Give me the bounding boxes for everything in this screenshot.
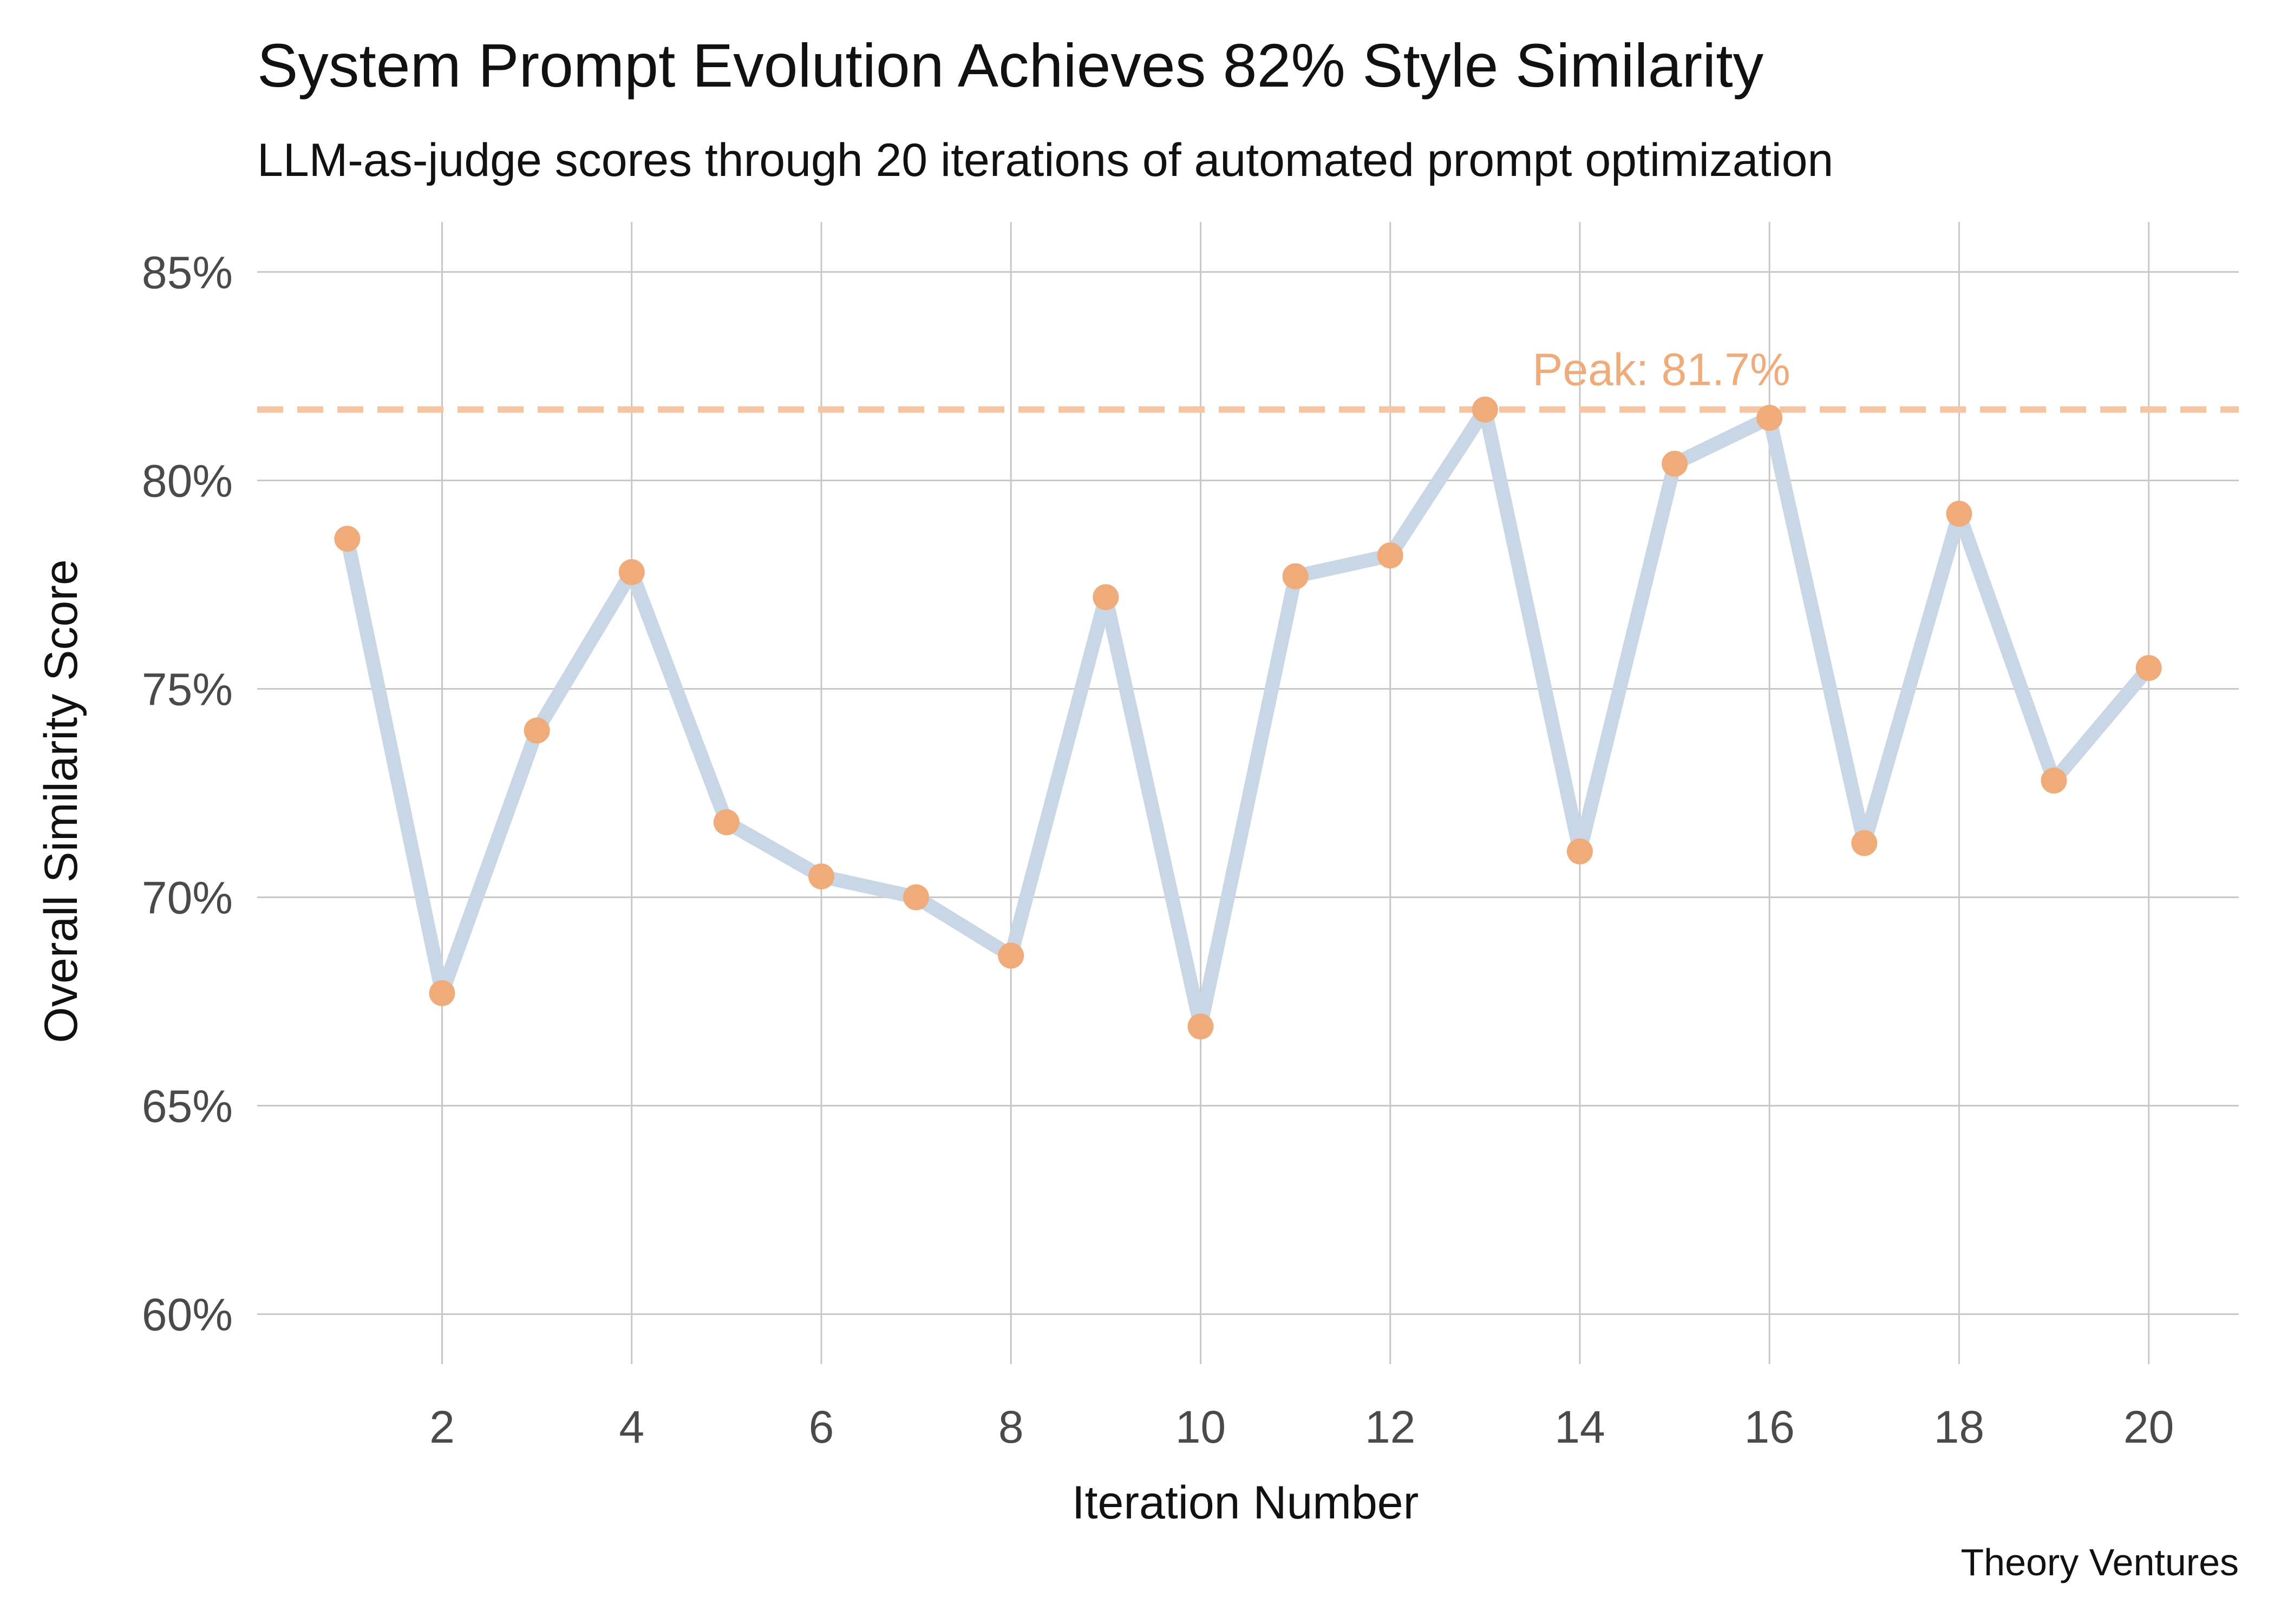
- x-tick-label: 12: [1365, 1402, 1415, 1452]
- data-point: [1851, 830, 1878, 856]
- data-point: [1187, 1013, 1214, 1040]
- data-point: [1756, 404, 1783, 431]
- data-point: [998, 942, 1024, 969]
- data-point: [1566, 838, 1593, 865]
- y-tick-label: 60%: [142, 1289, 233, 1340]
- data-point: [713, 809, 740, 835]
- source-caption: Theory Ventures: [1961, 1541, 2239, 1583]
- data-point: [618, 559, 645, 585]
- x-tick-label: 14: [1554, 1402, 1605, 1452]
- data-point: [1377, 542, 1403, 569]
- x-axis-title: Iteration Number: [1072, 1477, 1419, 1529]
- peak-annotation: Peak: 81.7%: [1532, 344, 1790, 395]
- x-tick-label: 16: [1744, 1402, 1794, 1452]
- data-point: [2041, 767, 2067, 794]
- x-tick-label: 6: [809, 1402, 834, 1452]
- data-point: [1946, 501, 1972, 527]
- y-tick-label: 75%: [142, 664, 233, 715]
- y-tick-label: 65%: [142, 1081, 233, 1132]
- y-tick-label: 70%: [142, 873, 233, 924]
- data-point: [524, 717, 550, 744]
- data-point: [334, 526, 361, 552]
- series-markers: [334, 396, 2162, 1040]
- y-axis-title: Overall Similarity Score: [35, 559, 87, 1043]
- data-point: [808, 863, 834, 890]
- chart-subtitle: LLM-as-judge scores through 20 iteration…: [257, 134, 1833, 186]
- data-point: [1282, 563, 1309, 590]
- y-axis-ticks: 60% 65% 70% 75% 80% 85%: [142, 247, 233, 1340]
- series-lines: [340, 402, 2156, 1034]
- x-tick-label: 8: [998, 1402, 1024, 1452]
- x-tick-label: 18: [1934, 1402, 1984, 1452]
- y-tick-label: 85%: [142, 247, 233, 298]
- data-point: [429, 980, 455, 1006]
- x-tick-label: 20: [2123, 1402, 2174, 1452]
- x-axis-ticks: 2 4 6 8 10 12 14 16 18 20: [429, 1402, 2174, 1452]
- series-line: [340, 402, 2156, 1034]
- data-point: [2135, 654, 2162, 681]
- data-point: [1472, 396, 1498, 423]
- x-tick-label: 2: [429, 1402, 455, 1452]
- x-tick-label: 10: [1175, 1402, 1226, 1452]
- y-tick-label: 80%: [142, 455, 233, 506]
- x-tick-label: 4: [619, 1402, 644, 1452]
- data-point: [903, 884, 930, 911]
- chart-title: System Prompt Evolution Achieves 82% Sty…: [257, 31, 1764, 100]
- data-point: [1662, 450, 1688, 477]
- data-point: [1093, 584, 1119, 611]
- x-gridlines: [441, 222, 2150, 1364]
